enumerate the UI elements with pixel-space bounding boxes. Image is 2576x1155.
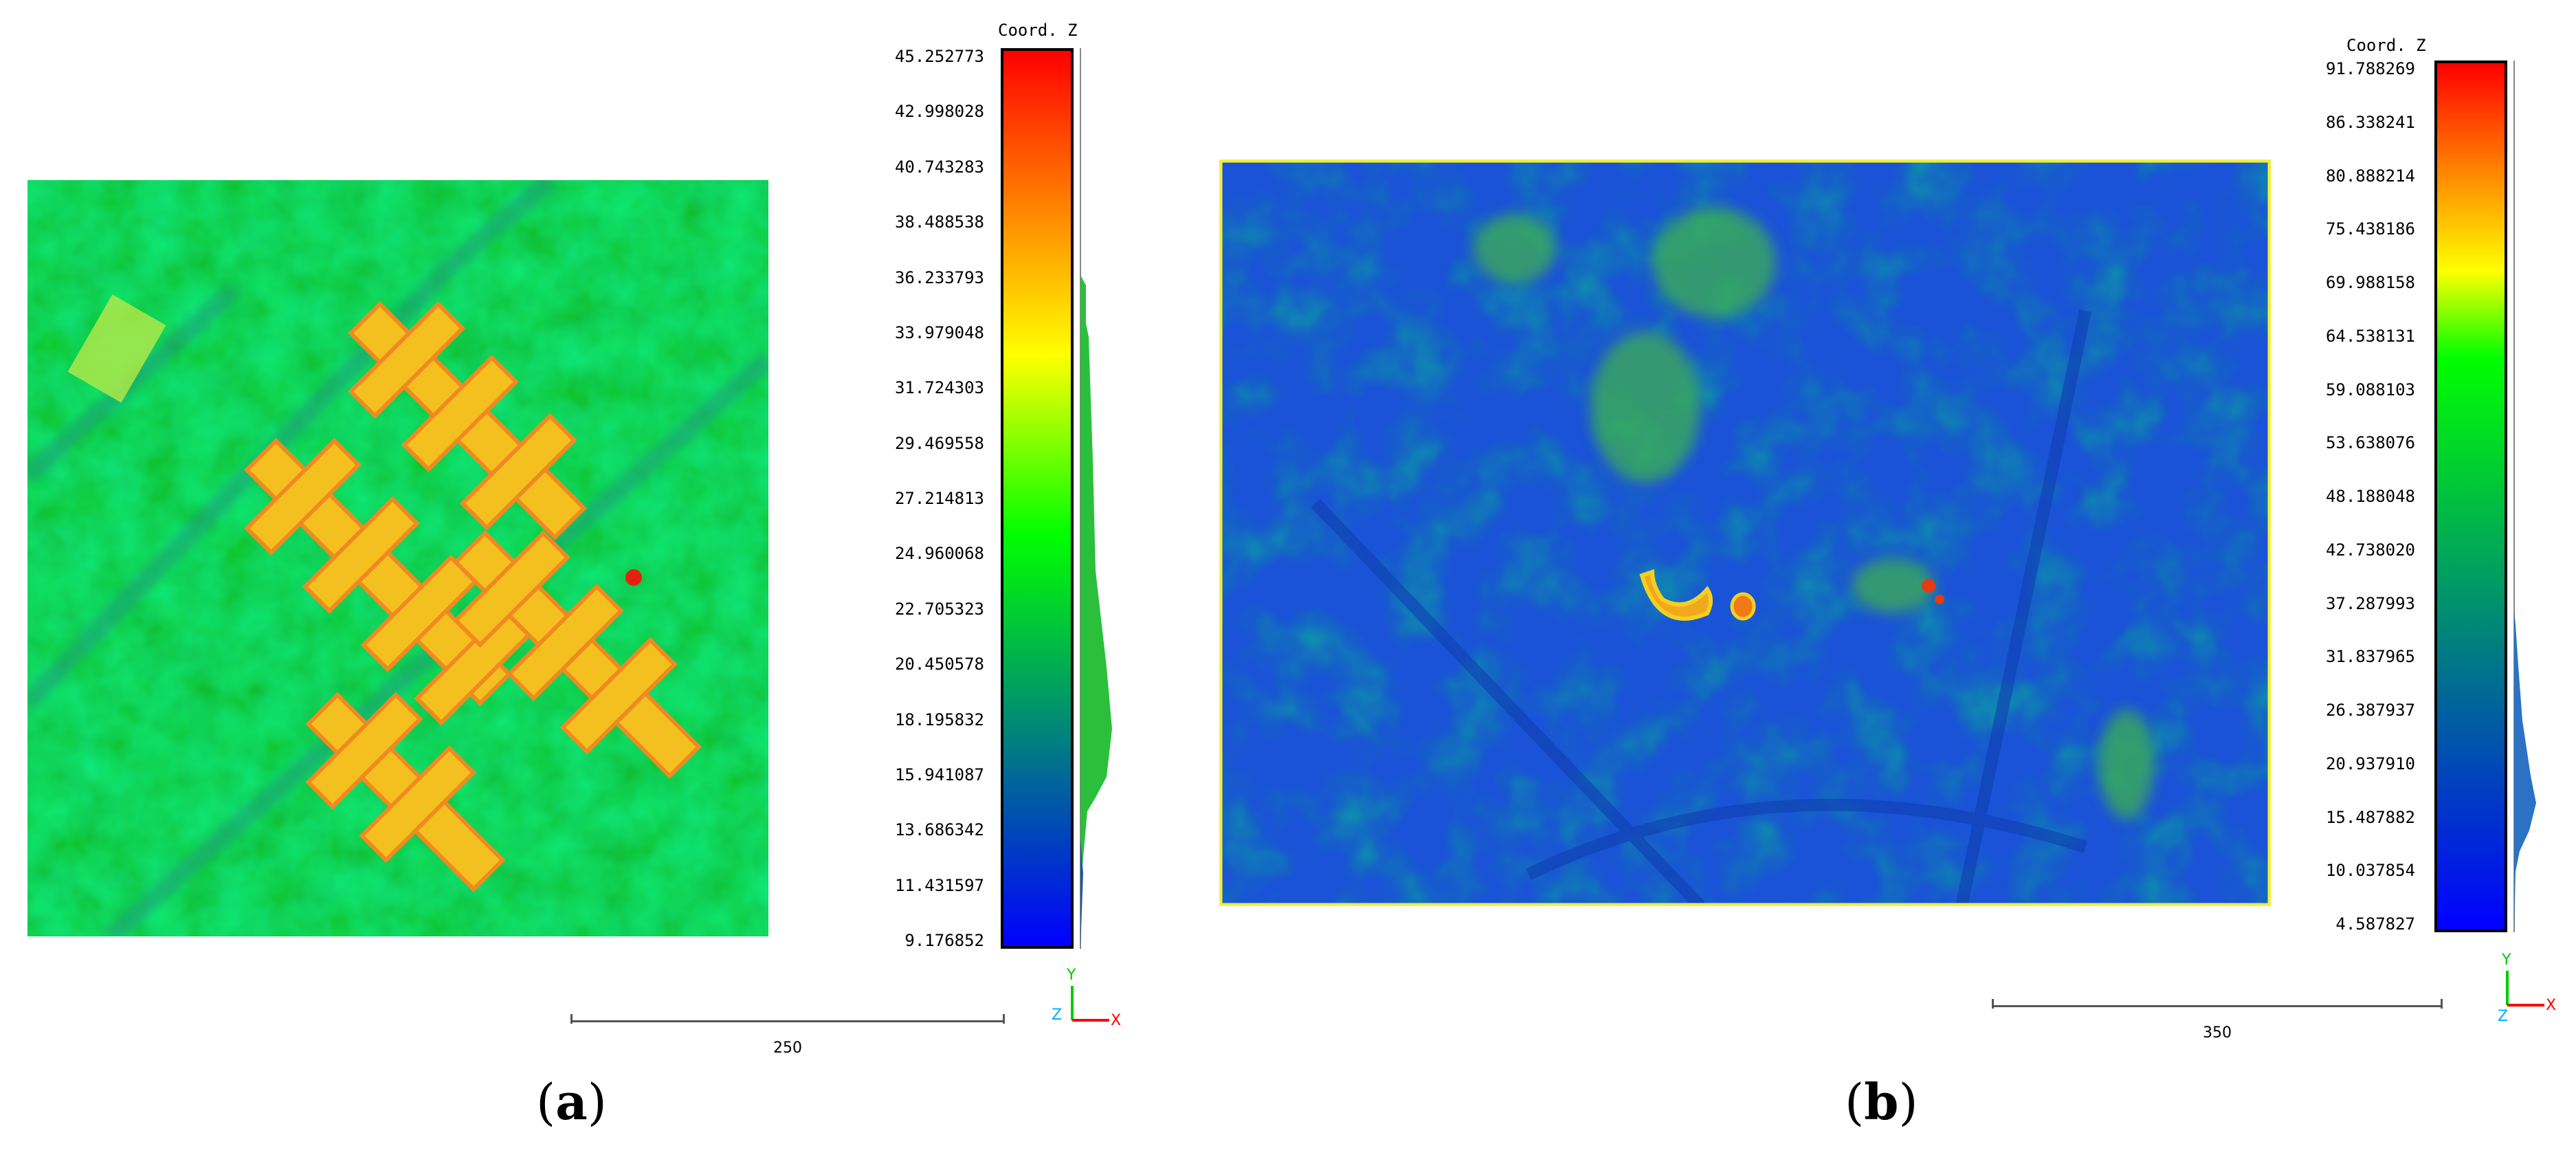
panel-a: Coord. Z 45.252773 42.998028 40.743283 38.4… (27, 21, 1122, 1131)
point-cloud-render-a (27, 180, 768, 936)
colorbar-tick-label: 27.214813 (894, 489, 984, 508)
colorbar-tick-label: 26.387937 (2325, 701, 2415, 720)
scale-bar-label-b: 350 (2203, 1024, 2232, 1042)
colorbar-tick-label: 11.431597 (894, 875, 984, 895)
colorbar-tick-label: 59.088103 (2325, 380, 2415, 399)
colorbar-tick-label: 48.188048 (2325, 487, 2415, 506)
colorbar-tick-label: 42.738020 (2325, 540, 2415, 560)
colorbar-tick-label: 33.979048 (894, 322, 984, 342)
colorbar-tick-label: 15.941087 (894, 764, 984, 784)
axis-y-label-b: Y (2502, 952, 2511, 969)
colorbar-tick-label: 91.788269 (2325, 59, 2415, 78)
colorbar-tick-label: 10.037854 (2325, 861, 2415, 881)
axis-x-label-a: X (1111, 1012, 1122, 1029)
axis-z-label-b: Z (2498, 1008, 2509, 1025)
scale-bar-label-a: 250 (773, 1040, 802, 1057)
colorbar-tick-label: 53.638076 (2325, 433, 2415, 453)
colorbar-tick-label: 36.233793 (894, 267, 984, 287)
point-cloud-view-a[interactable] (27, 180, 768, 936)
caption-a: (a) (536, 1072, 607, 1131)
colorbar-tick-label: 31.837965 (2325, 647, 2415, 667)
colorbar-tick-label: 4.587827 (2335, 914, 2415, 934)
colorbar-tick-label: 13.686342 (894, 820, 984, 840)
colorbar-tick-label: 80.888214 (2325, 166, 2415, 186)
point-cloud-render-b (1219, 160, 2271, 906)
colorbar-tick-label: 20.937910 (2325, 754, 2415, 773)
colorbar-tick-label: 86.338241 (2325, 112, 2415, 132)
colorbar-title-a: Coord. Z (998, 21, 1078, 40)
axis-z-label-a: Z (1052, 1006, 1063, 1024)
colorbar-tick-label: 38.488538 (894, 212, 984, 232)
axes-gizmo-a: Y Z X (1046, 965, 1122, 1041)
colorbar-tick-label: 22.705323 (894, 599, 984, 619)
colorbar-tick-label: 45.252773 (894, 47, 984, 66)
colorbar-tick-label: 20.450578 (894, 654, 984, 674)
axis-x-label-b: X (2546, 997, 2557, 1014)
colorbar-tick-label: 37.287993 (2325, 593, 2415, 613)
colorbar-tick-label: 69.988158 (2325, 273, 2415, 292)
colorbar-gradient-a (1001, 48, 1074, 949)
axis-y-label-a: Y (1067, 967, 1076, 984)
scale-bar-a: 250 (570, 1014, 1005, 1057)
colorbar-tick-label: 29.469558 (894, 433, 984, 453)
colorbar-title-b: Coord. Z (2346, 36, 2426, 55)
colorbar-tick-label: 42.998028 (894, 102, 984, 122)
colorbar-histogram-b (2513, 60, 2536, 932)
colorbar-tick-label: 40.743283 (894, 157, 984, 177)
scale-bar-b: 350 (1992, 999, 2443, 1042)
caption-b: (b) (1845, 1072, 1918, 1131)
colorbar-tick-label: 31.724303 (894, 378, 984, 398)
colorbar-tick-label: 9.176852 (904, 931, 984, 950)
point-cloud-view-b[interactable] (1219, 160, 2271, 906)
colorbar-gradient-b (2434, 60, 2507, 932)
colorbar-tick-label: 24.960068 (894, 544, 984, 564)
panel-b: Coord. Z 91.788269 86.338241 80.888214 75.4… (1219, 0, 2576, 1155)
colorbar-tick-label: 15.487882 (2325, 807, 2415, 827)
axes-gizmo-b: Y Z X (2481, 950, 2557, 1026)
colorbar-tick-label: 75.438186 (2325, 219, 2415, 239)
colorbar-tick-label: 18.195832 (894, 710, 984, 729)
colorbar-histogram-a (1080, 48, 1112, 949)
colorbar-tick-label: 64.538131 (2325, 326, 2415, 346)
